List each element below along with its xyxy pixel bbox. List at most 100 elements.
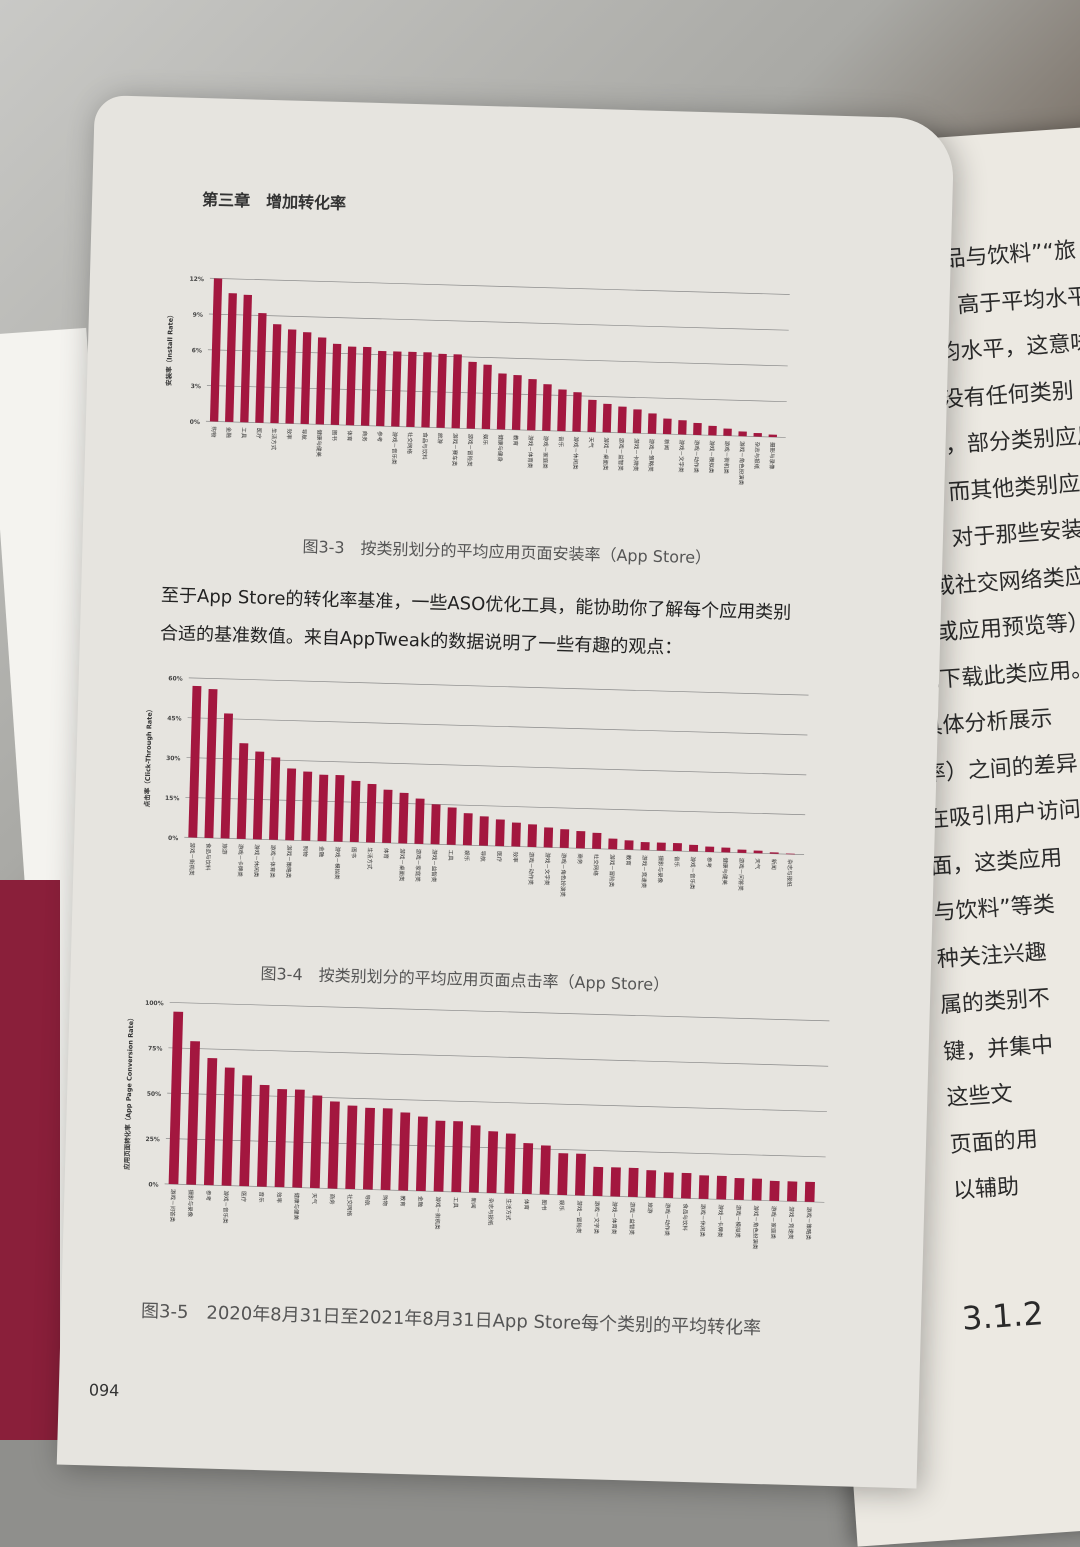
x-tick-label: 游戏－策略类 (647, 439, 656, 473)
bar (345, 346, 357, 426)
bar (406, 351, 417, 428)
x-tick-label: 游戏－街机类 (188, 842, 197, 876)
body-paragraph: 至于App Store的转化率基准，一些ASO优化工具，能协助你了解每个应用类别… (159, 585, 792, 659)
bar (610, 1167, 621, 1197)
gridline (208, 313, 789, 331)
x-tick-label: 娱乐 (463, 850, 471, 862)
x-tick-label: 游戏－问答类 (737, 858, 746, 892)
x-tick-label: 游戏－体育类 (526, 435, 535, 469)
bar (333, 775, 345, 842)
x-tick-label: 杂志与报纸 (487, 1198, 496, 1226)
bar (188, 685, 202, 838)
bar (527, 378, 537, 431)
x-tick-label: 购物 (381, 1195, 389, 1207)
x-tick-label: 游戏－街机类 (433, 1196, 442, 1230)
y-tick-label: 0% (148, 1181, 158, 1188)
bar (315, 337, 327, 425)
x-tick-label: 效率 (285, 428, 293, 440)
bar (481, 364, 492, 430)
x-tick-label: 游戏－益智类 (628, 1202, 637, 1236)
x-tick-label: 食品与饮料 (421, 432, 430, 460)
x-tick-label: 游戏－角色扮演类 (737, 441, 746, 486)
chapter-header: 第三章 增加转化率 (201, 190, 347, 214)
bar (521, 1143, 534, 1195)
x-tick-label: 游戏－竞速类 (787, 1206, 796, 1240)
x-tick-label: 效率 (511, 851, 519, 863)
x-tick-label: 游戏－问答类 (168, 1189, 177, 1223)
bar (365, 783, 377, 843)
bar (430, 804, 441, 845)
bar (252, 751, 265, 840)
bar (391, 351, 402, 427)
x-tick-label: 购物 (210, 426, 218, 438)
bar (592, 832, 602, 849)
y-tick-label: 12% (189, 276, 204, 283)
gridline (169, 1002, 830, 1022)
x-tick-label: 图书 (330, 430, 338, 442)
y-tick-label: 3% (191, 383, 201, 390)
x-tick-label: 游戏－体育类 (268, 845, 277, 879)
bar (301, 771, 313, 841)
bar (632, 409, 642, 434)
y-tick-label: 75% (148, 1045, 163, 1052)
x-tick-label: 生活方式 (366, 847, 375, 870)
bar (511, 374, 522, 431)
x-tick-label: 食品与饮料 (681, 1203, 690, 1231)
y-axis-label: 应用页面转化率（App Page Conversion Rate） (122, 1014, 135, 1170)
bar (225, 293, 237, 422)
bar (698, 1175, 710, 1200)
bar (681, 1172, 692, 1199)
bar (708, 425, 717, 436)
bar (256, 1084, 270, 1187)
x-tick-label: 游戏－音乐类 (688, 856, 697, 890)
bar (768, 434, 777, 438)
x-tick-label: 杂志与报纸 (785, 859, 794, 887)
x-tick-label: 工具 (240, 427, 247, 439)
bar (663, 1172, 674, 1199)
x-tick-label: 游戏－卡牌类 (236, 844, 245, 878)
bar (221, 1067, 235, 1186)
x-tick-label: 生活方式 (504, 1198, 513, 1221)
x-tick-label: 游戏－休闲类 (698, 1204, 707, 1238)
y-tick-label: 15% (165, 795, 180, 802)
gridline (167, 1092, 827, 1112)
x-tick-label: 游戏－文字类 (543, 852, 552, 886)
x-tick-label: 游戏－冒险类 (466, 434, 475, 468)
bar (592, 1166, 604, 1197)
x-tick-label: 新闻 (663, 439, 671, 450)
bar (236, 743, 249, 839)
x-tick-label: 社交网络 (345, 1194, 354, 1217)
x-tick-label: 导航 (479, 851, 487, 863)
x-tick-label: 游戏－卡牌类 (716, 1204, 725, 1238)
x-tick-label: 音乐 (673, 856, 681, 868)
y-axis-label: 安装率（Install Rate） (164, 311, 175, 386)
x-tick-label: 游戏－音乐类 (221, 1190, 230, 1224)
bar (436, 353, 447, 428)
y-axis-label: 点击率（Click-Through Rate） (142, 706, 154, 808)
y-tick-label: 100% (145, 1000, 164, 1008)
gridline (187, 717, 808, 736)
x-tick-label: 健康与健美 (315, 429, 324, 457)
bar (415, 1116, 428, 1192)
bar (269, 757, 281, 840)
x-tick-label: 导航 (363, 1194, 371, 1206)
x-tick-label: 金融 (225, 427, 233, 439)
bar (572, 392, 582, 432)
bar (360, 346, 372, 426)
x-tick-label: 旅游 (436, 433, 444, 445)
bar (479, 816, 489, 846)
x-tick-label: 购物 (301, 846, 309, 858)
bar (602, 403, 612, 433)
bar (693, 422, 702, 436)
x-tick-label: 游戏－模拟类 (333, 846, 342, 880)
bar (647, 413, 657, 434)
bar (495, 819, 505, 847)
x-tick-label: 娱乐 (558, 1200, 566, 1212)
x-tick-label: 游戏－益智类 (617, 438, 626, 472)
bar (617, 406, 627, 433)
x-tick-label: 体育 (382, 848, 390, 860)
bar (804, 1181, 815, 1203)
bar (468, 1125, 481, 1193)
bar (274, 1088, 288, 1188)
install-rate-chart: 0% 3% 6% 9% 12% 安装率（Install Rate） 购物 金融 工具 医疗 生活方式… (164, 276, 790, 486)
